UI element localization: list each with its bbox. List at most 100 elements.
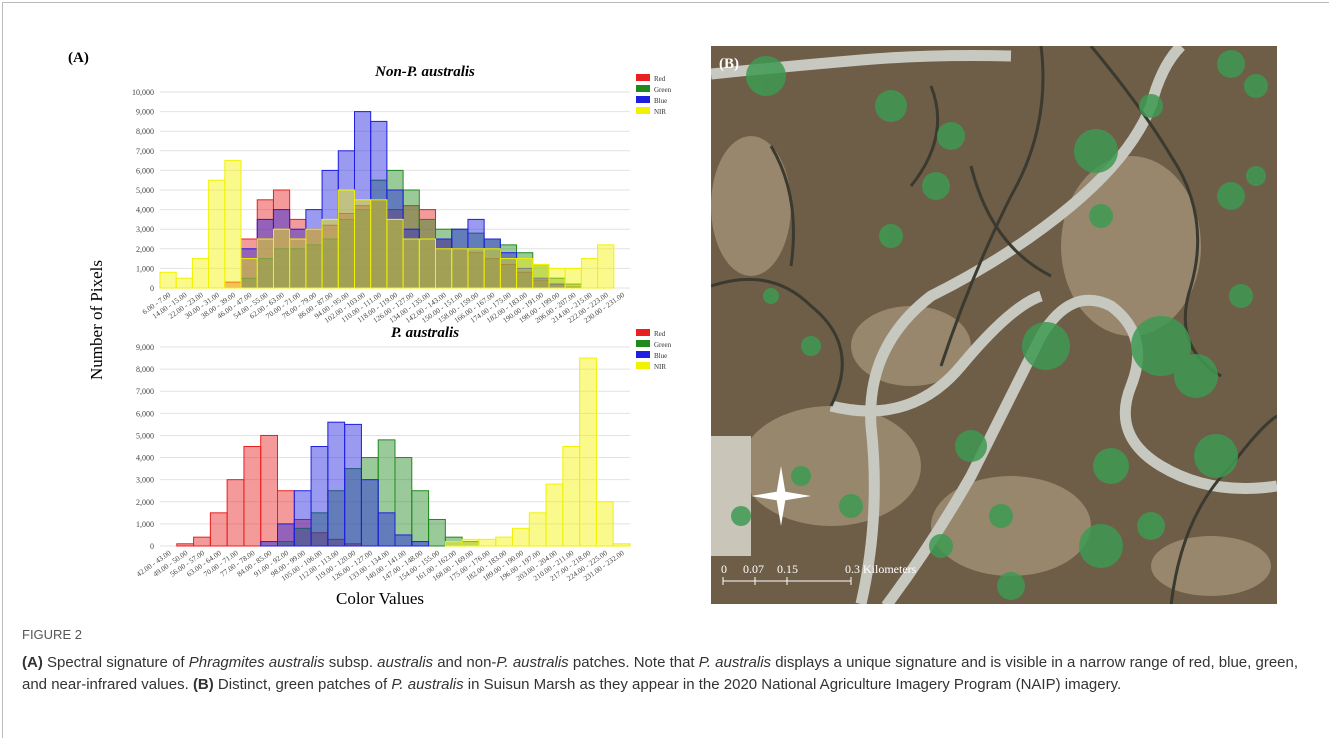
histogram-bar xyxy=(327,421,346,547)
legend-swatch xyxy=(636,351,650,358)
histogram-bar xyxy=(478,538,497,547)
y-tick-label: 2,000 xyxy=(136,245,154,254)
y-tick-label: 7,000 xyxy=(136,387,154,396)
y-tick-label: 6,000 xyxy=(136,166,154,175)
scale-label: 0.3 Kilometers xyxy=(845,562,917,576)
histogram-bar xyxy=(545,483,564,547)
histogram-bar xyxy=(411,541,430,547)
legend-label: Red xyxy=(654,75,666,83)
histogram-bar xyxy=(272,228,291,289)
caption-part: Distinct, green patches of xyxy=(213,676,392,693)
y-tick-label: 9,000 xyxy=(136,108,154,117)
histogram-bar xyxy=(402,238,420,289)
histogram-bar xyxy=(360,479,379,547)
legend-label: NIR xyxy=(654,363,666,371)
histogram-bar xyxy=(467,248,485,289)
green-patches xyxy=(731,50,1268,600)
y-tick-label: 0 xyxy=(150,542,154,551)
legend-swatch xyxy=(636,340,650,347)
y-tick-label: 5,000 xyxy=(136,186,154,195)
caption-part: displays a unique signature and is visib… xyxy=(22,654,1299,693)
legend-label: Blue xyxy=(654,352,667,360)
histogram-bar xyxy=(310,446,329,547)
histogram-bar xyxy=(495,536,514,547)
y-tick-label: 3,000 xyxy=(136,225,154,234)
legend-swatch xyxy=(636,329,650,336)
scale-label: 0.07 xyxy=(743,562,764,576)
histogram-bar xyxy=(193,536,211,547)
legend-label: Green xyxy=(654,341,672,349)
histogram-bar xyxy=(240,258,258,289)
histogram-bar xyxy=(370,199,388,289)
caption-part: (A) xyxy=(22,654,43,671)
histogram-bar xyxy=(321,218,339,289)
legend-swatch xyxy=(636,85,650,92)
histogram-bar xyxy=(564,267,582,289)
channels xyxy=(711,46,1277,604)
y-tick-label: 0 xyxy=(150,284,154,293)
histogram-bar xyxy=(209,512,228,547)
legend-label: Blue xyxy=(654,97,667,105)
y-tick-label: 3,000 xyxy=(136,476,154,485)
legend-swatch xyxy=(636,362,650,369)
histogram-bar xyxy=(226,479,245,547)
histogram-bar xyxy=(386,218,404,289)
legend-swatch xyxy=(636,107,650,114)
histogram-bar xyxy=(208,179,226,289)
histogram-bar xyxy=(435,248,453,289)
histogram-bar xyxy=(579,357,597,547)
caption-part: in Suisun Marsh as they appear in the 20… xyxy=(463,676,1122,693)
legend-label: Green xyxy=(654,86,672,94)
histogram-bar xyxy=(191,258,210,289)
histogram-bar xyxy=(483,248,501,289)
histogram-bar xyxy=(260,541,279,547)
histogram-bar xyxy=(377,512,396,547)
chart-title: Non-P. australis xyxy=(374,64,475,80)
scale-label: 0.15 xyxy=(777,562,798,576)
caption-part: subsp. xyxy=(324,654,378,671)
histogram-bar xyxy=(580,258,599,289)
chart-title: P. australis xyxy=(391,325,459,341)
histogram-bar xyxy=(548,267,566,289)
histogram-bar xyxy=(597,244,615,289)
y-tick-label: 8,000 xyxy=(136,127,154,136)
histogram-bar xyxy=(451,248,469,289)
y-tick-label: 4,000 xyxy=(136,454,154,463)
histogram-bar xyxy=(176,543,195,547)
x-axis-label: Color Values xyxy=(336,589,424,608)
panel-label: (B) xyxy=(719,56,739,72)
histogram-bar xyxy=(243,446,262,547)
histogram-bar xyxy=(353,199,372,289)
caption-part: patches. Note that xyxy=(568,654,699,671)
y-tick-label: 6,000 xyxy=(136,409,154,418)
histogram-bar xyxy=(532,263,550,289)
histogram-bar xyxy=(516,258,534,289)
scale-bar xyxy=(722,577,852,585)
histogram-bar xyxy=(499,258,518,289)
histogram-bar xyxy=(428,518,446,547)
figure-label: FIGURE 2 xyxy=(22,627,82,642)
caption: FIGURE 2 (A) Spectral signature of Phrag… xyxy=(22,624,1312,696)
histogram-bar xyxy=(289,238,307,289)
histogram-bar xyxy=(394,534,413,547)
y-tick-label: 10,000 xyxy=(132,88,154,97)
panel-label: (A) xyxy=(68,50,89,66)
histogram-bar xyxy=(337,189,355,289)
histogram-bar xyxy=(444,541,463,547)
y-tick-label: 2,000 xyxy=(136,498,154,507)
caption-part: (B) xyxy=(192,676,214,693)
histogram-bar xyxy=(612,543,631,547)
caption-text: (A) Spectral signature of Phragmites aus… xyxy=(22,652,1312,696)
caption-part: P. australis xyxy=(496,654,569,671)
caption-part: P. australis xyxy=(698,654,772,671)
histogram-bar xyxy=(418,238,437,289)
scale-label: 0 xyxy=(721,562,727,576)
y-axis-label: Number of Pixels xyxy=(87,260,106,380)
y-tick-label: 4,000 xyxy=(136,206,154,215)
histogram-bar xyxy=(175,277,193,289)
y-tick-label: 1,000 xyxy=(136,264,154,273)
y-tick-label: 5,000 xyxy=(136,431,154,440)
histogram-bar xyxy=(256,238,274,289)
aerial-image: (B) 0 0.07 0.15 0.3 Kilometers xyxy=(711,46,1277,604)
